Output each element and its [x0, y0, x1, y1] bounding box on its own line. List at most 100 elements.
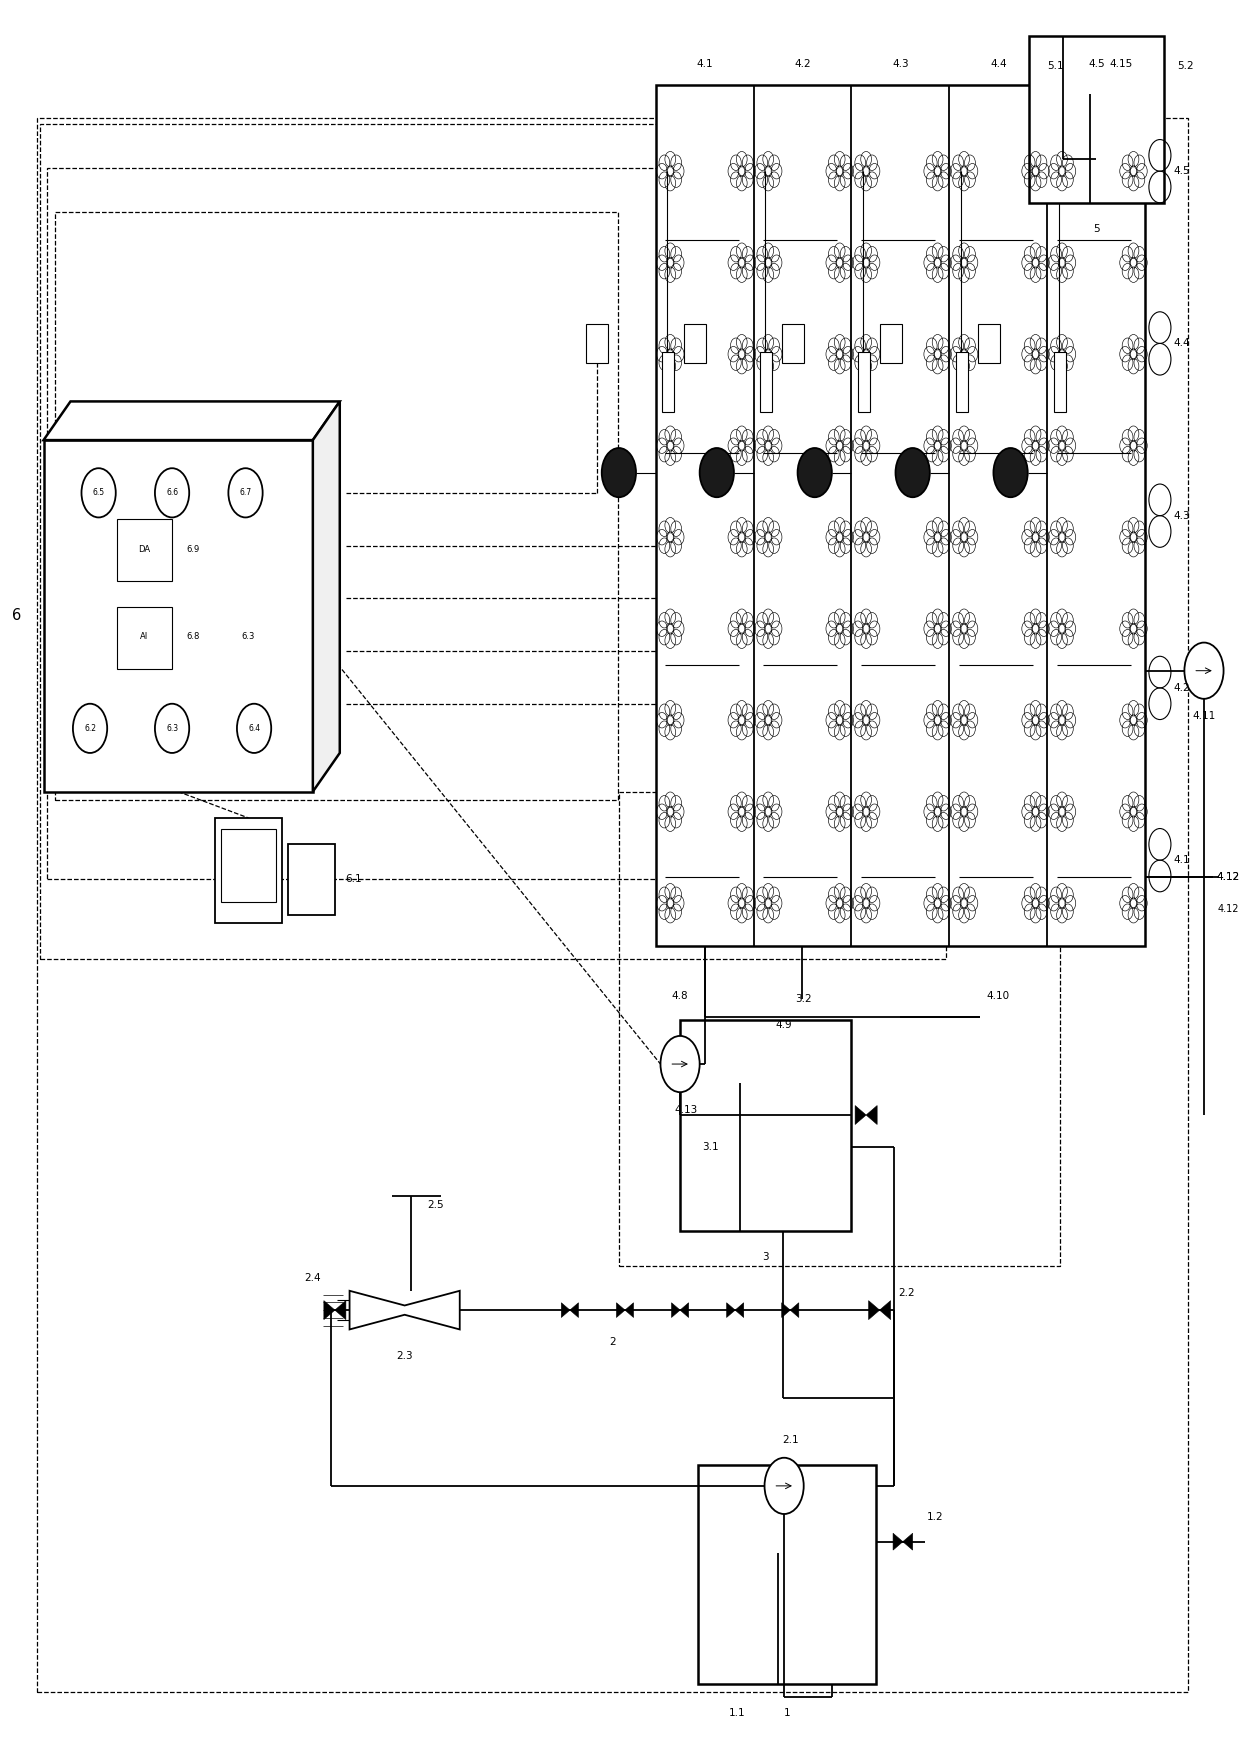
Bar	[977, 324, 999, 362]
Polygon shape	[866, 1105, 877, 1124]
Text: 4.1: 4.1	[696, 60, 713, 69]
Bar	[55, 211, 618, 800]
Circle shape	[73, 704, 107, 753]
Text: 3: 3	[763, 1252, 769, 1263]
Text: 5.1: 5.1	[1048, 62, 1064, 70]
Polygon shape	[879, 1300, 890, 1319]
Polygon shape	[324, 1300, 335, 1319]
Polygon shape	[893, 1534, 903, 1550]
Polygon shape	[616, 1303, 625, 1317]
Bar	[585, 324, 608, 362]
Bar	[1054, 352, 1066, 412]
Text: 4.3: 4.3	[892, 60, 909, 69]
Bar	[289, 844, 335, 915]
Text: 6.3: 6.3	[166, 725, 179, 734]
Bar	[858, 352, 870, 412]
Text: AI: AI	[140, 633, 148, 642]
Polygon shape	[680, 1303, 688, 1317]
Text: 6.4: 6.4	[248, 725, 260, 734]
Text: 6.6: 6.6	[166, 489, 179, 498]
Bar	[879, 324, 901, 362]
Bar	[1029, 35, 1163, 202]
Bar	[760, 352, 773, 412]
Text: 3.2: 3.2	[795, 994, 812, 1004]
Circle shape	[82, 468, 115, 517]
Bar	[662, 352, 675, 412]
Bar	[47, 167, 806, 880]
Polygon shape	[790, 1303, 799, 1317]
Text: 2.4: 2.4	[305, 1274, 321, 1284]
Bar	[117, 519, 172, 580]
Polygon shape	[903, 1534, 913, 1550]
Bar	[221, 828, 277, 902]
Text: 4.4: 4.4	[990, 60, 1007, 69]
Circle shape	[237, 704, 272, 753]
Polygon shape	[562, 1303, 570, 1317]
Text: 6.9: 6.9	[186, 545, 200, 554]
Text: 2.1: 2.1	[782, 1435, 799, 1446]
Circle shape	[895, 449, 930, 498]
Polygon shape	[727, 1303, 735, 1317]
Text: 4.1: 4.1	[1173, 855, 1190, 865]
Text: 4.13: 4.13	[675, 1105, 698, 1115]
Circle shape	[797, 449, 832, 498]
Circle shape	[993, 449, 1028, 498]
Bar	[698, 1465, 875, 1685]
Text: 4.5: 4.5	[1173, 165, 1190, 176]
Polygon shape	[781, 1303, 790, 1317]
Text: 1: 1	[784, 1708, 790, 1717]
Text: 2.2: 2.2	[898, 1288, 915, 1298]
Text: 4.4: 4.4	[1173, 338, 1190, 348]
Bar	[656, 84, 1146, 946]
Text: 6.1: 6.1	[345, 874, 362, 885]
Polygon shape	[570, 1303, 579, 1317]
Text: 4.12: 4.12	[1216, 872, 1240, 883]
Polygon shape	[672, 1303, 680, 1317]
Polygon shape	[625, 1303, 634, 1317]
Text: 6.2: 6.2	[84, 725, 95, 734]
Polygon shape	[350, 1291, 460, 1330]
Text: 4.9: 4.9	[776, 1020, 792, 1031]
Polygon shape	[868, 1300, 879, 1319]
Bar	[781, 324, 804, 362]
Circle shape	[228, 468, 263, 517]
Polygon shape	[735, 1303, 744, 1317]
Bar	[956, 352, 968, 412]
Text: 4.12: 4.12	[1218, 904, 1239, 915]
Circle shape	[155, 704, 190, 753]
Bar	[117, 607, 172, 668]
Text: 6.3: 6.3	[242, 633, 254, 642]
Text: 4.2: 4.2	[1173, 682, 1190, 693]
Bar	[40, 123, 946, 959]
Text: 2.5: 2.5	[427, 1200, 444, 1210]
Text: 6.7: 6.7	[239, 489, 252, 498]
Circle shape	[765, 1458, 804, 1514]
Circle shape	[699, 449, 734, 498]
Bar	[619, 792, 1059, 1266]
Bar	[215, 818, 283, 923]
Text: 4.10: 4.10	[987, 990, 1009, 1001]
Text: 4.2: 4.2	[794, 60, 811, 69]
Bar	[680, 1020, 852, 1231]
Text: 6: 6	[12, 609, 21, 623]
Bar	[43, 440, 312, 792]
Text: 4.12: 4.12	[1216, 872, 1240, 883]
Polygon shape	[335, 1300, 346, 1319]
Text: 2.3: 2.3	[397, 1351, 413, 1361]
Circle shape	[1184, 642, 1224, 698]
Text: 4.3: 4.3	[1173, 510, 1190, 521]
Polygon shape	[856, 1105, 866, 1124]
Circle shape	[601, 449, 636, 498]
Text: DA: DA	[138, 545, 150, 554]
Polygon shape	[43, 401, 340, 440]
Polygon shape	[312, 401, 340, 792]
Text: 2: 2	[609, 1337, 616, 1347]
Bar	[37, 118, 1188, 1692]
Text: 4.8: 4.8	[672, 990, 688, 1001]
Text: 1.2: 1.2	[926, 1513, 942, 1522]
Text: 1.1: 1.1	[729, 1708, 745, 1717]
Text: 6.8: 6.8	[186, 633, 200, 642]
Text: 3.1: 3.1	[703, 1142, 719, 1152]
Text: 5.2: 5.2	[1177, 62, 1194, 70]
Circle shape	[155, 468, 190, 517]
